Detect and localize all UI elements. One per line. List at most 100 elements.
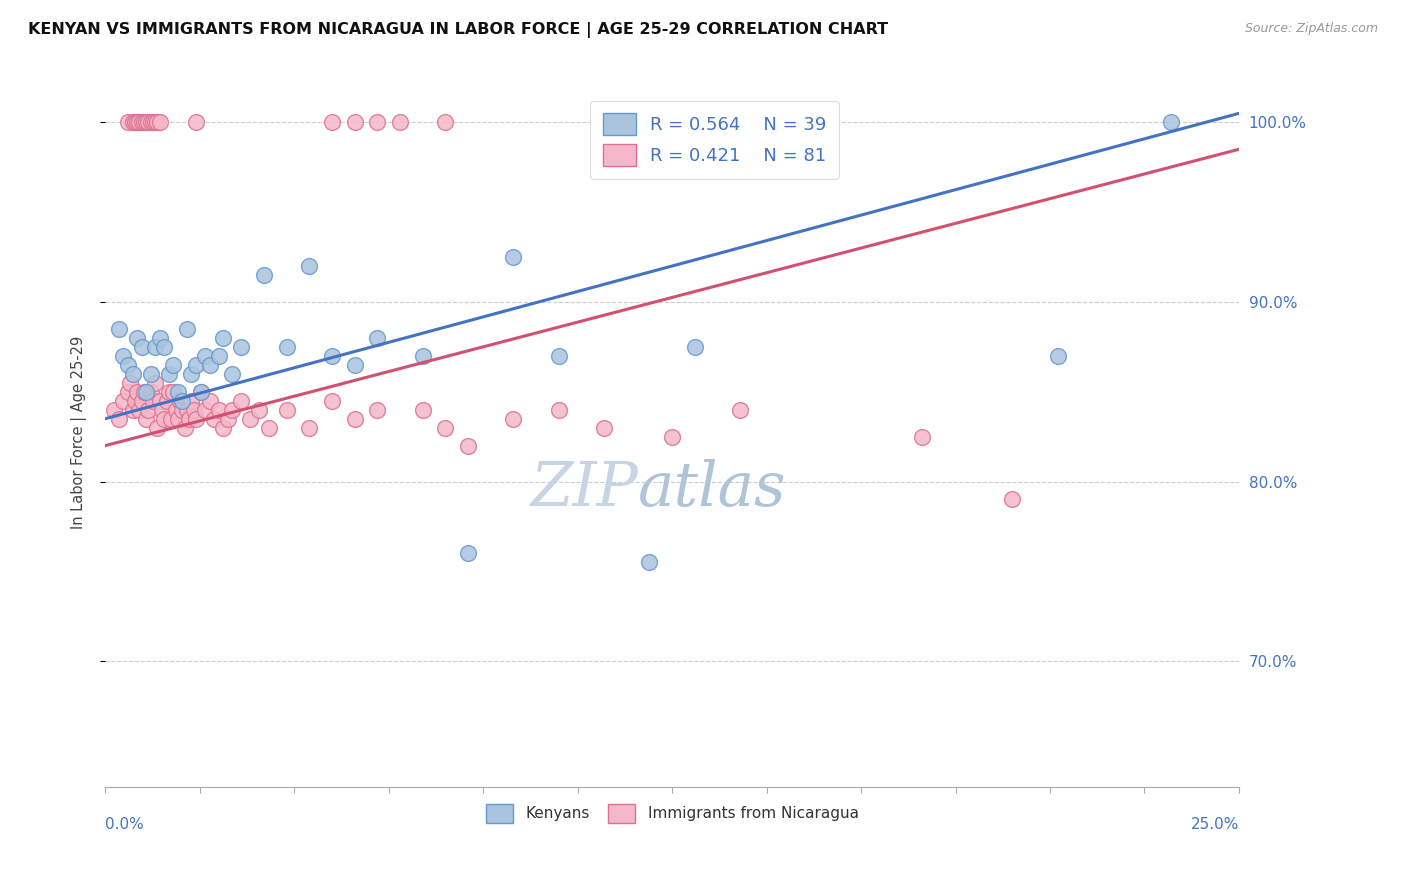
Point <box>120 376 142 390</box>
Point <box>276 402 298 417</box>
Point <box>661 429 683 443</box>
Point <box>132 115 155 129</box>
Point <box>139 367 162 381</box>
Point <box>1001 492 1024 507</box>
Point <box>184 411 207 425</box>
Point <box>343 115 366 129</box>
Text: KENYAN VS IMMIGRANTS FROM NICARAGUA IN LABOR FORCE | AGE 25-29 CORRELATION CHART: KENYAN VS IMMIGRANTS FROM NICARAGUA IN L… <box>28 22 889 38</box>
Point <box>190 384 212 399</box>
Point <box>434 115 457 129</box>
Point <box>162 384 184 399</box>
Point <box>153 340 176 354</box>
Point <box>172 402 194 417</box>
Point <box>146 420 169 434</box>
Point <box>502 411 524 425</box>
Point <box>231 393 253 408</box>
Point <box>180 393 202 408</box>
Point <box>389 115 412 129</box>
Point <box>132 384 155 399</box>
Point <box>172 393 194 408</box>
Point <box>121 367 143 381</box>
Point <box>434 420 457 434</box>
Point <box>184 115 207 129</box>
Point <box>217 411 239 425</box>
Text: 25.0%: 25.0% <box>1191 817 1239 832</box>
Y-axis label: In Labor Force | Age 25-29: In Labor Force | Age 25-29 <box>72 335 87 529</box>
Point <box>180 367 202 381</box>
Point <box>143 340 166 354</box>
Point <box>173 420 195 434</box>
Point <box>128 115 150 129</box>
Point <box>184 358 207 372</box>
Point <box>162 358 184 372</box>
Point <box>183 402 205 417</box>
Point <box>135 115 157 129</box>
Point <box>457 546 479 560</box>
Point <box>131 340 153 354</box>
Legend: Kenyans, Immigrants from Nicaragua: Kenyans, Immigrants from Nicaragua <box>479 798 865 829</box>
Point <box>547 402 569 417</box>
Point <box>683 340 706 354</box>
Point <box>112 349 135 363</box>
Point <box>146 115 169 129</box>
Point <box>103 402 125 417</box>
Point <box>221 402 243 417</box>
Point <box>212 420 235 434</box>
Point <box>169 393 191 408</box>
Point <box>728 402 751 417</box>
Point <box>166 411 188 425</box>
Point <box>142 393 165 408</box>
Point <box>190 384 212 399</box>
Point <box>143 376 166 390</box>
Point <box>117 384 139 399</box>
Point <box>298 259 321 273</box>
Point <box>125 384 148 399</box>
Point <box>212 331 235 345</box>
Text: ZIP: ZIP <box>530 458 638 519</box>
Point <box>166 384 188 399</box>
Point <box>231 340 253 354</box>
Point <box>457 439 479 453</box>
Point <box>108 322 131 336</box>
Point <box>160 411 183 425</box>
Point <box>149 393 172 408</box>
Point <box>139 115 162 129</box>
Point <box>157 367 180 381</box>
Point <box>194 402 217 417</box>
Point <box>153 411 176 425</box>
Point <box>128 402 150 417</box>
Point <box>138 115 160 129</box>
Point <box>125 331 148 345</box>
Point <box>208 402 231 417</box>
Point <box>149 331 172 345</box>
Point <box>198 358 221 372</box>
Point <box>321 393 343 408</box>
Point <box>131 115 153 129</box>
Point <box>157 384 180 399</box>
Point <box>143 115 166 129</box>
Point <box>298 420 321 434</box>
Point <box>139 384 162 399</box>
Point <box>121 402 143 417</box>
Point <box>1160 115 1182 129</box>
Point <box>117 358 139 372</box>
Point <box>135 411 157 425</box>
Point <box>366 115 388 129</box>
Point <box>108 411 131 425</box>
Point <box>112 393 135 408</box>
Point <box>124 393 146 408</box>
Point <box>135 384 157 399</box>
Point <box>910 429 932 443</box>
Point <box>117 115 139 129</box>
Point <box>412 349 434 363</box>
Text: 0.0%: 0.0% <box>105 817 143 832</box>
Point <box>343 358 366 372</box>
Point <box>150 402 173 417</box>
Point <box>142 115 165 129</box>
Point <box>179 411 201 425</box>
Point <box>121 115 143 129</box>
Point <box>194 349 217 363</box>
Point <box>176 322 198 336</box>
Point <box>155 393 177 408</box>
Point <box>149 115 172 129</box>
